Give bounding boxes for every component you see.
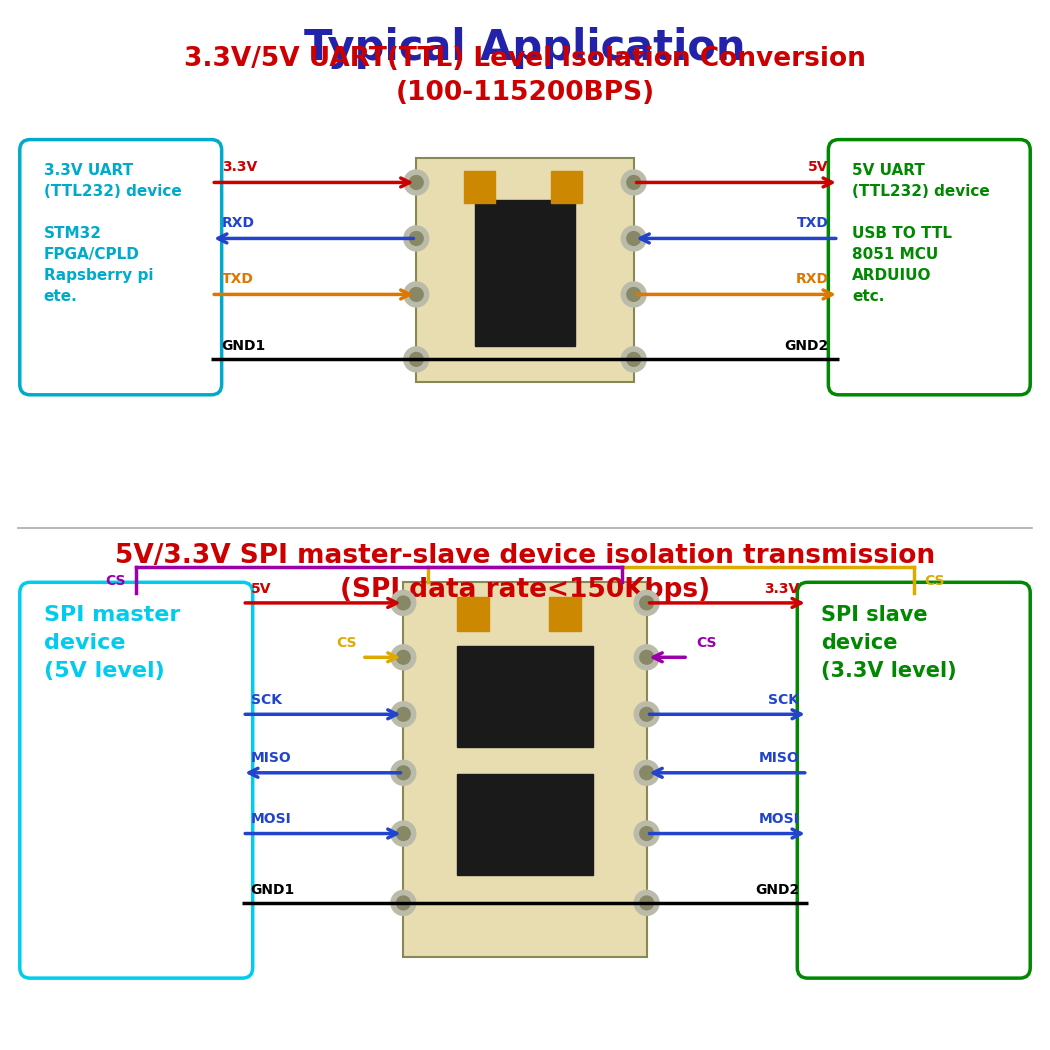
Circle shape <box>397 826 411 840</box>
Circle shape <box>627 232 640 246</box>
Circle shape <box>634 645 659 670</box>
Circle shape <box>627 175 640 189</box>
Circle shape <box>639 826 653 840</box>
Circle shape <box>391 890 416 916</box>
Circle shape <box>397 765 411 780</box>
Bar <box>457 597 488 631</box>
Circle shape <box>410 353 423 366</box>
Circle shape <box>397 708 411 721</box>
Text: SPI slave
device
(3.3V level): SPI slave device (3.3V level) <box>821 605 957 681</box>
Bar <box>549 597 581 631</box>
FancyBboxPatch shape <box>20 140 222 395</box>
Circle shape <box>391 701 416 727</box>
Circle shape <box>634 760 659 785</box>
Circle shape <box>397 650 411 665</box>
Circle shape <box>634 701 659 727</box>
Circle shape <box>391 821 416 846</box>
Text: (SPI data rate<150Kbps): (SPI data rate<150Kbps) <box>340 578 710 603</box>
Text: SCK: SCK <box>769 693 799 707</box>
Text: 3.3V/5V UART(TTL) Level Isolation Conversion: 3.3V/5V UART(TTL) Level Isolation Conver… <box>184 46 866 71</box>
Bar <box>475 201 575 345</box>
Circle shape <box>639 650 653 665</box>
Bar <box>551 171 582 203</box>
Circle shape <box>410 288 423 301</box>
Circle shape <box>627 288 640 301</box>
Circle shape <box>634 890 659 916</box>
Circle shape <box>634 821 659 846</box>
Text: 5V/3.3V SPI master-slave device isolation transmission: 5V/3.3V SPI master-slave device isolatio… <box>114 543 936 569</box>
Text: SCK: SCK <box>251 693 281 707</box>
FancyBboxPatch shape <box>797 583 1030 979</box>
Text: RXD: RXD <box>222 216 255 230</box>
Text: GND1: GND1 <box>222 339 266 353</box>
Text: Typical Application: Typical Application <box>304 27 746 69</box>
Circle shape <box>404 226 428 251</box>
Text: MISO: MISO <box>251 752 292 765</box>
Bar <box>457 646 593 748</box>
Text: GND2: GND2 <box>755 883 799 897</box>
Text: CS: CS <box>696 636 717 650</box>
Circle shape <box>639 596 653 610</box>
Text: TXD: TXD <box>222 272 253 286</box>
Text: 5V: 5V <box>807 160 828 174</box>
Circle shape <box>391 645 416 670</box>
Text: (100-115200BPS): (100-115200BPS) <box>396 80 654 106</box>
Text: MISO: MISO <box>758 752 799 765</box>
Circle shape <box>404 282 428 307</box>
Circle shape <box>397 596 411 610</box>
Text: GND2: GND2 <box>784 339 828 353</box>
FancyBboxPatch shape <box>403 583 647 958</box>
Text: MOSI: MOSI <box>251 813 292 826</box>
Text: 3.3V UART
(TTL232) device

STM32
FPGA/CPLD
Rapsberry pi
ete.: 3.3V UART (TTL232) device STM32 FPGA/CPL… <box>44 163 182 303</box>
Text: MOSI: MOSI <box>758 813 799 826</box>
Circle shape <box>622 170 646 195</box>
Circle shape <box>404 170 428 195</box>
Circle shape <box>639 896 653 909</box>
Text: SPI master
device
(5V level): SPI master device (5V level) <box>44 605 180 681</box>
Bar <box>464 171 495 203</box>
Circle shape <box>410 232 423 246</box>
Text: GND1: GND1 <box>251 883 295 897</box>
Circle shape <box>639 765 653 780</box>
Circle shape <box>634 590 659 615</box>
Circle shape <box>622 346 646 372</box>
Text: CS: CS <box>105 573 126 588</box>
Circle shape <box>410 175 423 189</box>
Text: TXD: TXD <box>797 216 828 230</box>
Circle shape <box>627 353 640 366</box>
Circle shape <box>391 590 416 615</box>
Text: 5V: 5V <box>251 582 271 595</box>
Circle shape <box>397 896 411 909</box>
Circle shape <box>622 226 646 251</box>
Text: CS: CS <box>924 573 945 588</box>
FancyBboxPatch shape <box>828 140 1030 395</box>
Circle shape <box>639 708 653 721</box>
Text: RXD: RXD <box>795 272 828 286</box>
Text: 3.3V: 3.3V <box>222 160 257 174</box>
Text: 3.3V: 3.3V <box>764 582 799 595</box>
Circle shape <box>404 346 428 372</box>
Bar <box>457 774 593 875</box>
FancyBboxPatch shape <box>416 158 634 382</box>
Circle shape <box>391 760 416 785</box>
Text: 5V UART
(TTL232) device

USB TO TTL
8051 MCU
ARDUIUO
etc.: 5V UART (TTL232) device USB TO TTL 8051 … <box>853 163 990 303</box>
Circle shape <box>622 282 646 307</box>
FancyBboxPatch shape <box>20 583 253 979</box>
Text: CS: CS <box>336 636 357 650</box>
